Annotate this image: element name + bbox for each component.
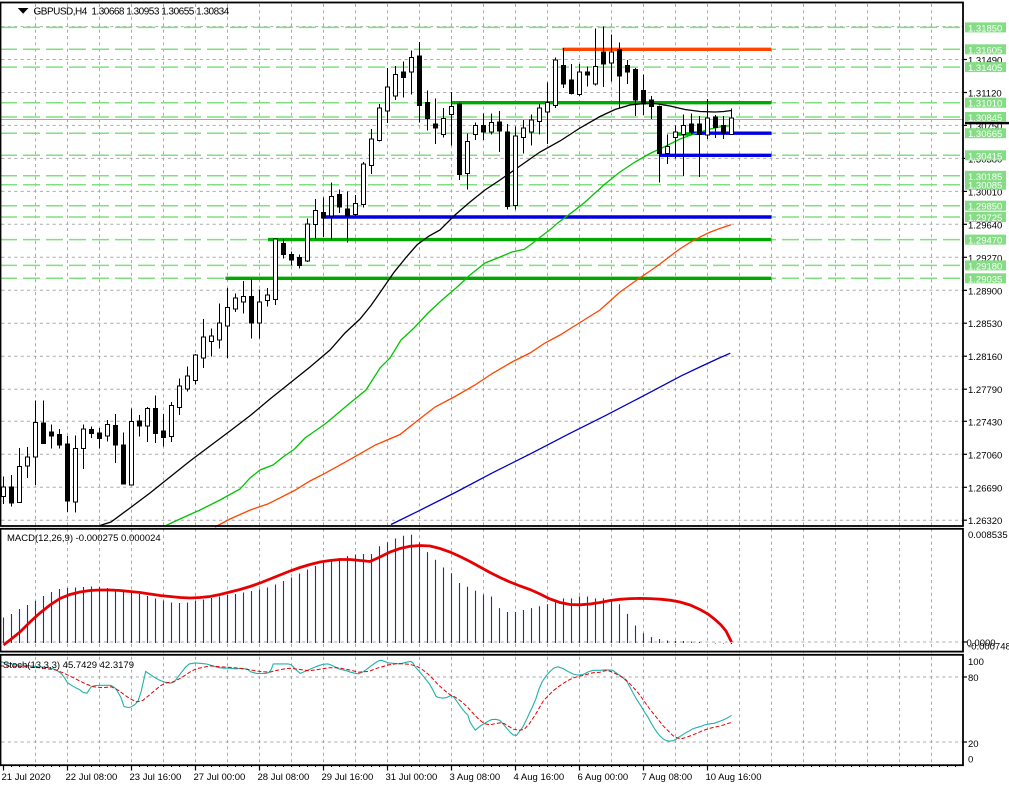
svg-text:10 Aug 16:00: 10 Aug 16:00: [706, 772, 762, 783]
svg-text:1.29725: 1.29725: [968, 213, 1002, 224]
svg-text:1.28160: 1.28160: [968, 352, 1002, 363]
svg-text:23 Jul 16:00: 23 Jul 16:00: [130, 772, 182, 783]
svg-text:1.31605: 1.31605: [968, 45, 1002, 56]
svg-text:1.29850: 1.29850: [968, 202, 1002, 213]
svg-text:1.30085: 1.30085: [968, 181, 1002, 192]
svg-text:0.0000: 0.0000: [967, 638, 996, 649]
svg-text:1.26690: 1.26690: [968, 483, 1002, 494]
svg-text:1.29180: 1.29180: [968, 261, 1002, 272]
svg-text:1.30010: 1.30010: [968, 187, 1002, 198]
svg-text:28 Jul 08:00: 28 Jul 08:00: [258, 772, 310, 783]
svg-text:1.27430: 1.27430: [968, 417, 1002, 428]
svg-text:1.31490: 1.31490: [968, 56, 1002, 67]
svg-text:1.27060: 1.27060: [968, 450, 1002, 461]
svg-text:22 Jul 08:00: 22 Jul 08:00: [66, 772, 118, 783]
svg-text:100: 100: [968, 657, 984, 668]
svg-text:21 Jul 2020: 21 Jul 2020: [2, 772, 51, 783]
svg-text:3 Aug 08:00: 3 Aug 08:00: [450, 772, 501, 783]
svg-text:1.30750: 1.30750: [968, 121, 1002, 132]
svg-text:1.31010: 1.31010: [968, 99, 1002, 110]
svg-text:1.31405: 1.31405: [968, 63, 1002, 74]
svg-text:1.30415: 1.30415: [968, 151, 1002, 162]
svg-text:6 Aug 00:00: 6 Aug 00:00: [578, 772, 629, 783]
svg-text:7 Aug 08:00: 7 Aug 08:00: [642, 772, 693, 783]
svg-text:31 Jul 00:00: 31 Jul 00:00: [386, 772, 438, 783]
svg-text:20: 20: [968, 739, 979, 750]
svg-text:1.29470: 1.29470: [968, 236, 1002, 247]
svg-text:-0.000748: -0.000748: [968, 642, 1009, 653]
svg-text:1.28900: 1.28900: [968, 286, 1002, 297]
svg-text:80: 80: [968, 673, 979, 684]
svg-text:GBPUSD,H4 1.30668 1.30953 1.3: GBPUSD,H4 1.30668 1.30953 1.30655 1.3083…: [34, 7, 230, 18]
svg-text:MACD(12,26,9) -0.000275 0.0000: MACD(12,26,9) -0.000275 0.000024: [7, 533, 161, 544]
svg-text:1.28530: 1.28530: [968, 319, 1002, 330]
svg-text:1.26320: 1.26320: [968, 516, 1002, 527]
svg-text:1.31120: 1.31120: [968, 89, 1002, 100]
svg-text:1.29035: 1.29035: [968, 274, 1002, 285]
svg-text:1.29270: 1.29270: [968, 253, 1002, 264]
svg-text:0: 0: [968, 755, 973, 766]
svg-text:1.29640: 1.29640: [968, 220, 1002, 231]
svg-text:1.31850: 1.31850: [968, 23, 1002, 34]
svg-text:27 Jul 00:00: 27 Jul 00:00: [194, 772, 246, 783]
svg-text:1.30185: 1.30185: [968, 172, 1002, 183]
svg-text:Stoch(13,3,3) 45.7429 42.3179: Stoch(13,3,3) 45.7429 42.3179: [3, 660, 134, 671]
svg-text:1.30665: 1.30665: [968, 129, 1002, 140]
svg-text:0.008535: 0.008535: [968, 530, 1008, 541]
svg-text:29 Jul 16:00: 29 Jul 16:00: [322, 772, 374, 783]
svg-text:1.27790: 1.27790: [968, 385, 1002, 396]
svg-text:4 Aug 16:00: 4 Aug 16:00: [514, 772, 565, 783]
svg-text:1.30845: 1.30845: [968, 113, 1002, 124]
